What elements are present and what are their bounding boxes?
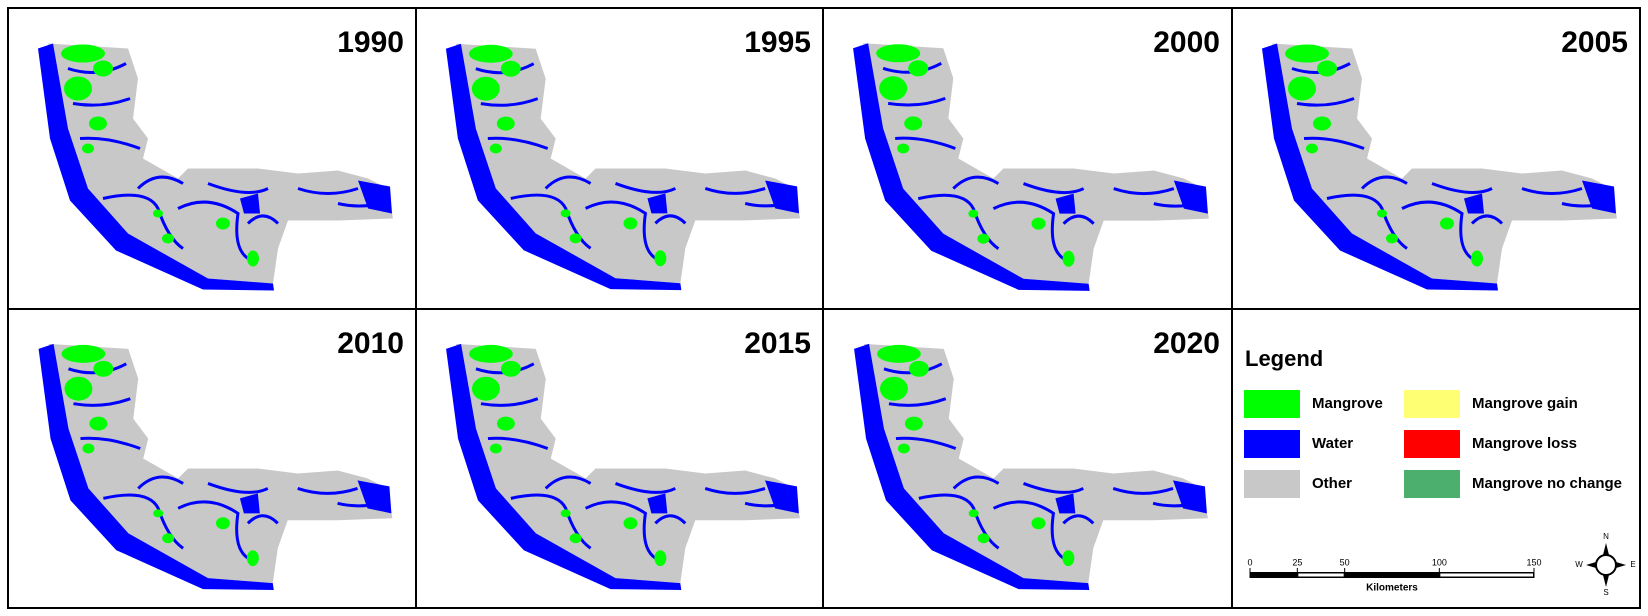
- legend-swatch: [1244, 470, 1300, 498]
- map: [444, 42, 802, 292]
- year-label: 2015: [744, 327, 811, 360]
- scale-bar: [1250, 572, 1534, 578]
- scale-bar-segment: [1440, 573, 1533, 577]
- map: [444, 342, 802, 592]
- scale-tick-label: 0: [1247, 557, 1252, 567]
- scale-tick-label: 100: [1432, 557, 1447, 567]
- legend-title: Legend: [1245, 346, 1323, 371]
- year-label: 2000: [1153, 26, 1220, 59]
- year-label: 1990: [337, 26, 404, 59]
- legend-frame: [1231, 308, 1641, 609]
- scale-tick-label: 150: [1526, 557, 1541, 567]
- legend-label: Mangrove loss: [1472, 435, 1577, 452]
- scale-unit: Kilometers: [1366, 583, 1418, 594]
- north-arrow: [1595, 554, 1617, 576]
- legend-swatch: [1244, 390, 1300, 418]
- year-label: 1995: [744, 26, 811, 59]
- scale-tick-label: 50: [1340, 557, 1350, 567]
- compass-s: S: [1603, 588, 1608, 597]
- legend-swatch: [1404, 470, 1460, 498]
- legend-label: Mangrove no change: [1472, 475, 1622, 492]
- legend-swatch: [1404, 390, 1460, 418]
- legend-swatch: [1244, 430, 1300, 458]
- map: [852, 342, 1210, 592]
- legend-label: Other: [1312, 475, 1352, 492]
- map: [1260, 41, 1619, 293]
- compass-w: W: [1575, 560, 1583, 569]
- scale-bar-segment: [1298, 573, 1344, 577]
- compass-n: N: [1603, 532, 1609, 541]
- scale-tick-label: 25: [1292, 557, 1302, 567]
- year-label: 2010: [337, 327, 404, 360]
- north-arrow-needle: [1586, 543, 1626, 587]
- map: [36, 41, 395, 293]
- year-label: 2005: [1561, 26, 1628, 59]
- map: [37, 342, 394, 592]
- legend-label: Mangrove: [1312, 395, 1383, 412]
- compass-e: E: [1630, 560, 1635, 569]
- legend-label: Water: [1312, 435, 1353, 452]
- map: [851, 41, 1211, 293]
- year-label: 2020: [1153, 327, 1220, 360]
- legend-swatch: [1404, 430, 1460, 458]
- legend-label: Mangrove gain: [1472, 395, 1578, 412]
